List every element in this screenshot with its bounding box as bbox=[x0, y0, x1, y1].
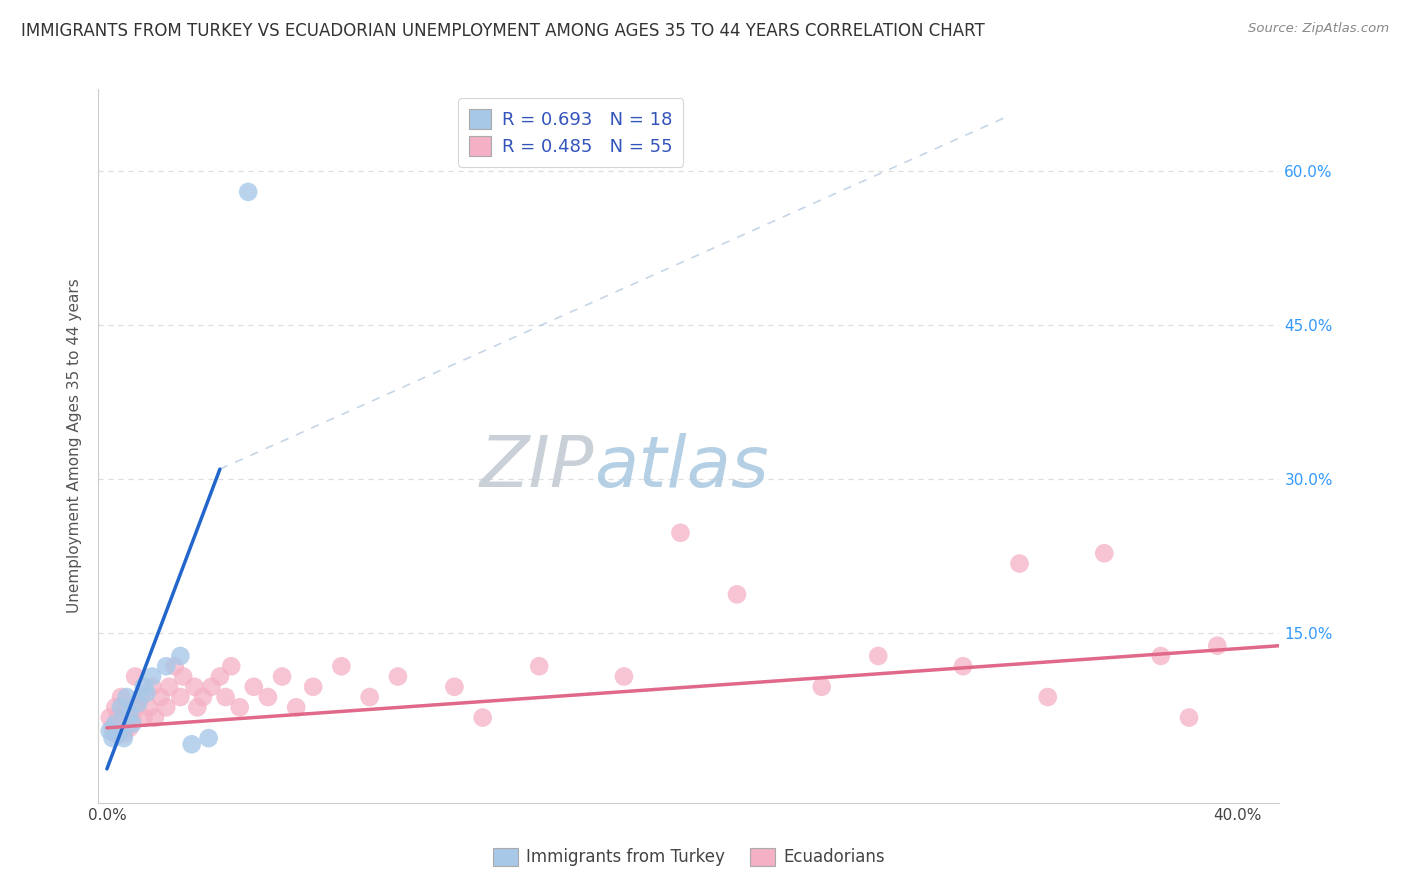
Point bbox=[132, 710, 155, 724]
Legend: Immigrants from Turkey, Ecuadorians: Immigrants from Turkey, Ecuadorians bbox=[486, 841, 891, 873]
Point bbox=[101, 721, 124, 735]
Point bbox=[104, 716, 127, 731]
Point bbox=[169, 648, 191, 663]
Point bbox=[129, 690, 152, 704]
Point bbox=[124, 700, 146, 714]
Point bbox=[141, 669, 163, 683]
Point bbox=[124, 669, 146, 683]
Point bbox=[471, 710, 494, 724]
Point bbox=[163, 659, 186, 673]
Point bbox=[104, 727, 127, 741]
Point bbox=[141, 680, 163, 694]
Point bbox=[1206, 639, 1229, 653]
Point bbox=[302, 680, 325, 694]
Point bbox=[143, 710, 166, 724]
Point bbox=[214, 690, 236, 704]
Point bbox=[359, 690, 381, 704]
Text: ZIP: ZIP bbox=[479, 433, 595, 502]
Point bbox=[1092, 546, 1115, 560]
Point bbox=[107, 710, 129, 724]
Point bbox=[1036, 690, 1059, 704]
Point bbox=[238, 185, 260, 199]
Point bbox=[118, 721, 141, 735]
Point bbox=[257, 690, 280, 704]
Point bbox=[132, 680, 155, 694]
Point bbox=[613, 669, 636, 683]
Point bbox=[285, 700, 308, 714]
Point bbox=[191, 690, 214, 704]
Point bbox=[118, 706, 141, 721]
Point bbox=[101, 731, 124, 745]
Point bbox=[725, 587, 748, 601]
Point bbox=[527, 659, 550, 673]
Point bbox=[169, 690, 191, 704]
Text: Source: ZipAtlas.com: Source: ZipAtlas.com bbox=[1249, 22, 1389, 36]
Point bbox=[121, 716, 143, 731]
Point bbox=[387, 669, 409, 683]
Point bbox=[219, 659, 242, 673]
Point bbox=[443, 680, 465, 694]
Point bbox=[110, 700, 132, 714]
Point bbox=[121, 710, 143, 724]
Point bbox=[98, 710, 121, 724]
Point bbox=[115, 690, 138, 704]
Point bbox=[107, 727, 129, 741]
Point bbox=[98, 723, 121, 738]
Point bbox=[197, 731, 219, 745]
Point bbox=[115, 703, 138, 717]
Point bbox=[138, 700, 160, 714]
Point bbox=[104, 700, 127, 714]
Point bbox=[669, 525, 692, 540]
Point bbox=[228, 700, 250, 714]
Point bbox=[952, 659, 974, 673]
Point bbox=[112, 727, 135, 741]
Point bbox=[1178, 710, 1201, 724]
Point bbox=[127, 696, 149, 710]
Point bbox=[157, 680, 180, 694]
Point bbox=[271, 669, 294, 683]
Point bbox=[1008, 557, 1031, 571]
Point bbox=[200, 680, 222, 694]
Point bbox=[186, 700, 208, 714]
Point bbox=[208, 669, 231, 683]
Text: IMMIGRANTS FROM TURKEY VS ECUADORIAN UNEMPLOYMENT AMONG AGES 35 TO 44 YEARS CORR: IMMIGRANTS FROM TURKEY VS ECUADORIAN UNE… bbox=[21, 22, 984, 40]
Point bbox=[110, 690, 132, 704]
Point bbox=[112, 731, 135, 745]
Point bbox=[180, 737, 202, 751]
Point bbox=[868, 648, 890, 663]
Point bbox=[1150, 648, 1173, 663]
Point bbox=[155, 700, 177, 714]
Point bbox=[810, 680, 832, 694]
Point bbox=[149, 690, 172, 704]
Point bbox=[172, 669, 194, 683]
Y-axis label: Unemployment Among Ages 35 to 44 years: Unemployment Among Ages 35 to 44 years bbox=[67, 278, 83, 614]
Point bbox=[155, 659, 177, 673]
Point bbox=[330, 659, 353, 673]
Text: atlas: atlas bbox=[595, 433, 769, 502]
Point bbox=[243, 680, 266, 694]
Point bbox=[110, 721, 132, 735]
Point bbox=[183, 680, 205, 694]
Point bbox=[135, 686, 157, 700]
